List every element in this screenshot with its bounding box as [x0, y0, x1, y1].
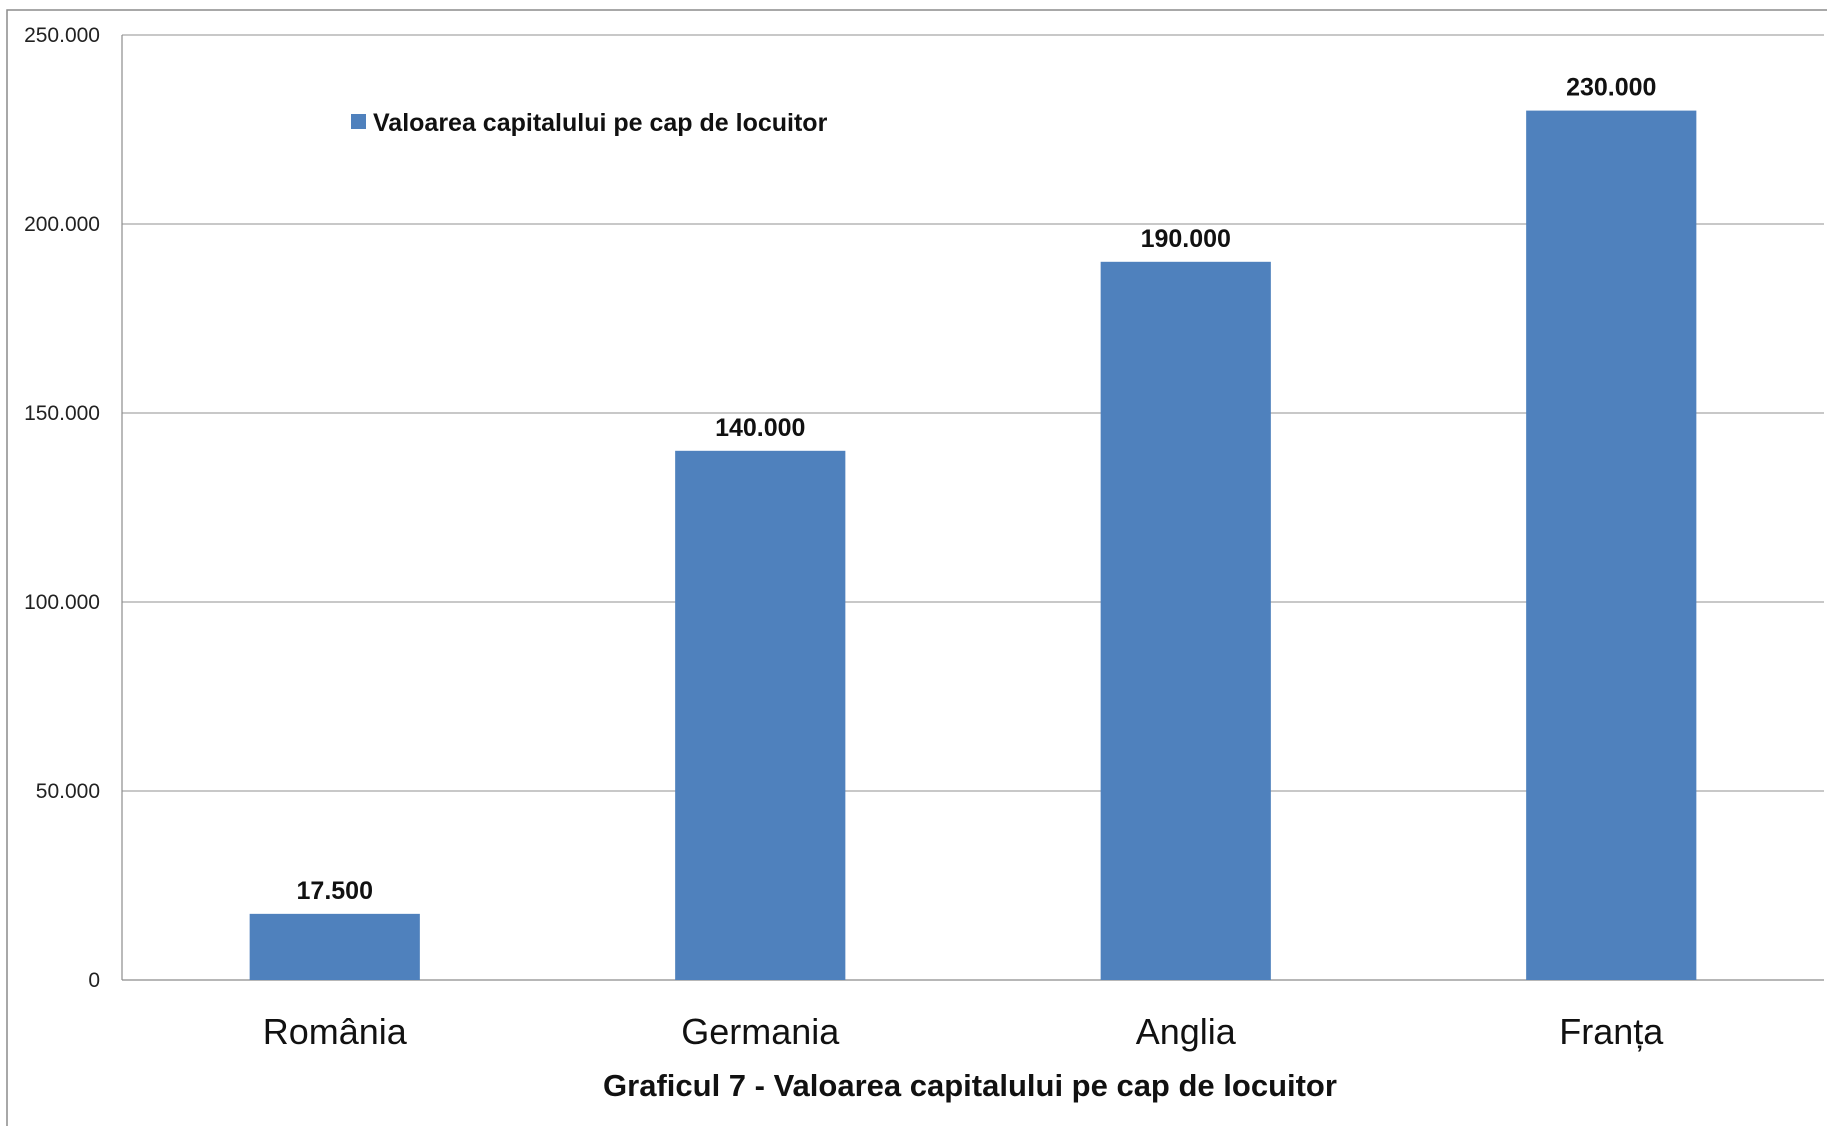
- y-tick-label: 200.000: [24, 213, 100, 236]
- bar: [1100, 261, 1271, 980]
- y-tick-label: 0: [88, 969, 100, 992]
- y-tick-label: 50.000: [36, 780, 100, 803]
- data-label: 140.000: [715, 414, 805, 442]
- y-tick-label: 100.000: [24, 591, 100, 614]
- category-label: Franța: [1559, 1011, 1664, 1052]
- legend-swatch: [351, 114, 366, 129]
- category-label: Anglia: [1136, 1011, 1237, 1052]
- data-label: 230.000: [1566, 74, 1656, 102]
- data-label: 190.000: [1141, 225, 1231, 253]
- bars: [249, 110, 1697, 981]
- legend-label: Valoarea capitalului pe cap de locuitor: [373, 109, 828, 137]
- x-axis-title: Graficul 7 - Valoarea capitalului pe cap…: [603, 1068, 1337, 1103]
- bar: [1526, 110, 1697, 981]
- bar: [249, 913, 420, 980]
- y-axis-ticks: 0 50.000 100.000 150.000 200.000 250.000: [24, 24, 100, 992]
- data-labels: 17.500 140.000 190.000 230.000: [297, 74, 1657, 905]
- x-axis-categories: România Germania Anglia Franța: [263, 1011, 1665, 1052]
- legend: Valoarea capitalului pe cap de locuitor: [351, 109, 828, 137]
- y-tick-label: 150.000: [24, 402, 100, 425]
- category-label: Germania: [681, 1011, 840, 1052]
- data-label: 17.500: [297, 877, 373, 905]
- category-label: România: [263, 1011, 408, 1052]
- bar: [675, 450, 846, 980]
- y-tick-label: 250.000: [24, 24, 100, 47]
